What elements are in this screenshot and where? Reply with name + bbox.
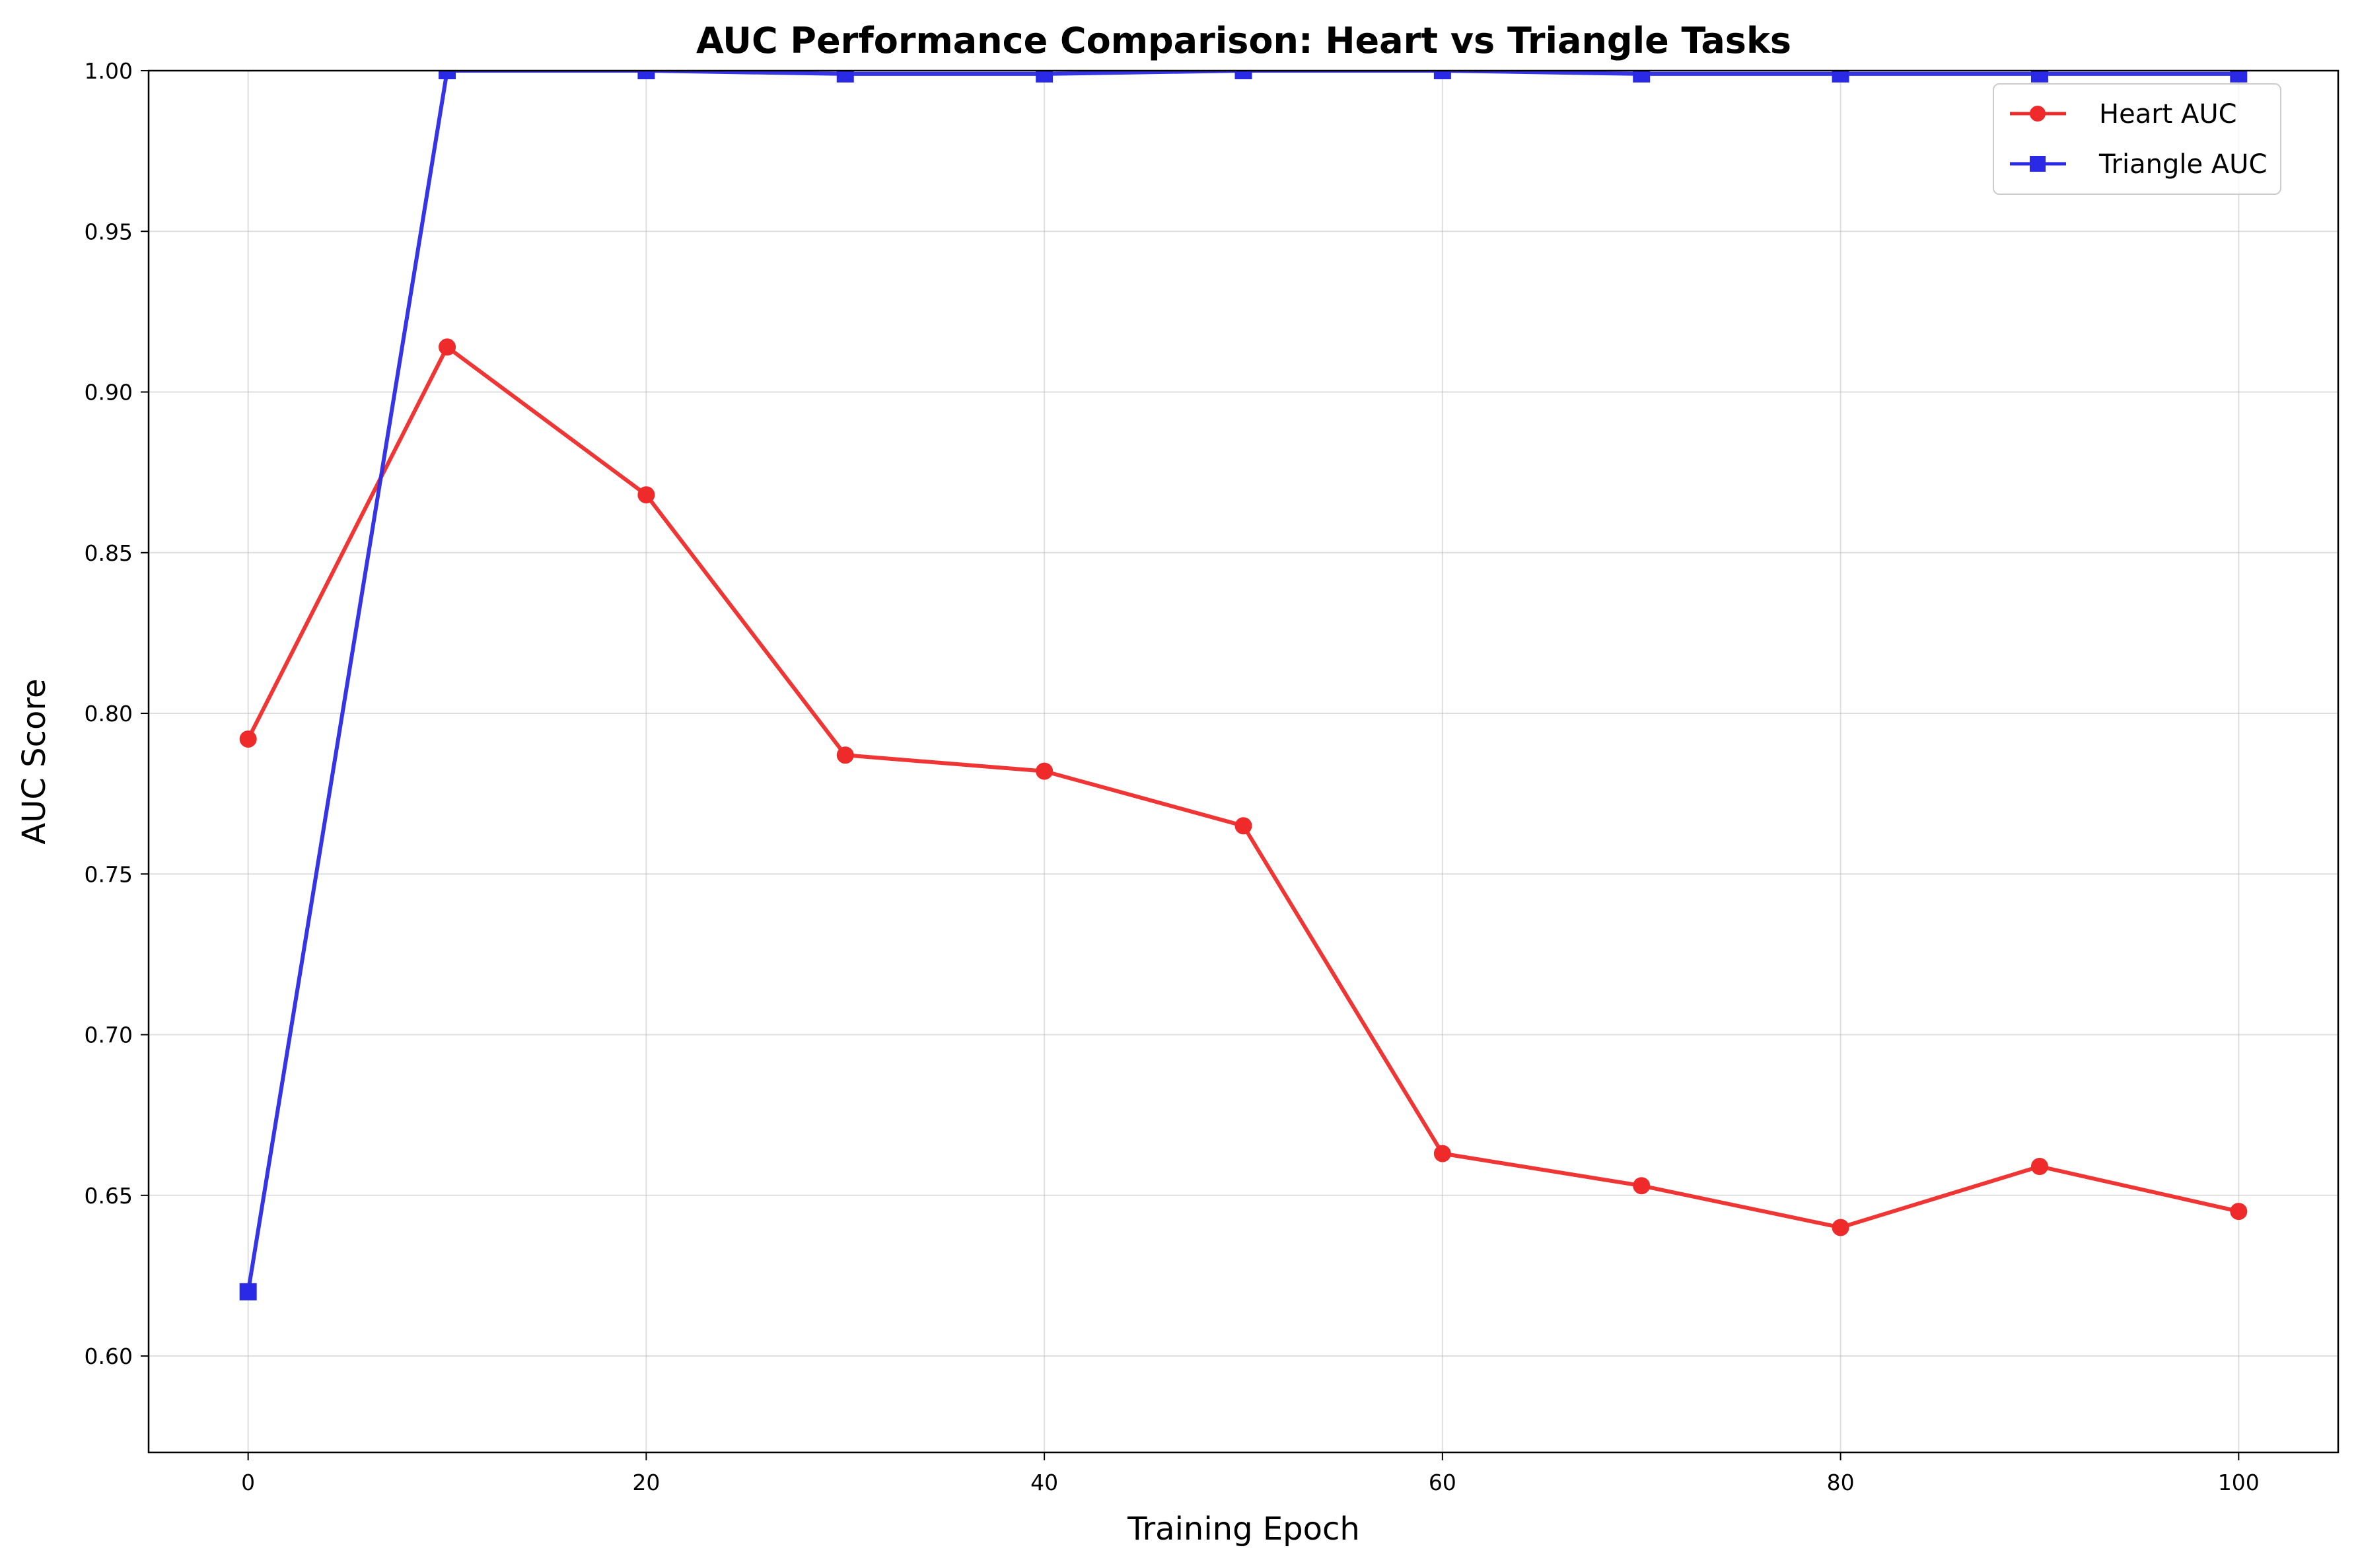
axis-ticks: 0 20 40 60 80 100 0.60 0.65 0.70 0.75 0.80 0.85 0.90… (85, 58, 2260, 1495)
x-tick-label: 100 (2218, 1470, 2260, 1495)
data-point-heart-auc (1433, 1145, 1451, 1162)
x-tick-label: 40 (1030, 1470, 1058, 1495)
data-point-triangle-auc (1433, 71, 1451, 79)
data-point-triangle-auc (1036, 71, 1054, 83)
data-point-triangle-auc (2230, 71, 2248, 83)
data-point-heart-auc (2230, 1203, 2248, 1221)
plot-frame (147, 69, 2340, 1454)
data-point-triangle-auc (1633, 71, 1651, 83)
y-tick-label: 1.00 (85, 58, 133, 84)
data-point-heart-auc (439, 338, 456, 356)
data-point-triangle-auc (836, 71, 854, 83)
y-axis-label: AUC Score (16, 678, 53, 844)
legend-frame (1993, 83, 2281, 195)
data-point-triangle-auc (439, 71, 456, 79)
x-tick-label: 20 (632, 1470, 660, 1495)
legend-marker-triangle (2030, 156, 2046, 172)
x-tick-label: 60 (1429, 1470, 1456, 1495)
data-point-heart-auc (637, 486, 655, 504)
y-tick-label: 0.60 (85, 1343, 133, 1369)
data-point-heart-auc (239, 730, 257, 748)
data-point-triangle-auc (637, 71, 655, 79)
x-tick-label: 80 (1827, 1470, 1855, 1495)
data-point-heart-auc (1234, 817, 1252, 835)
series-layer (239, 71, 2248, 1301)
data-point-triangle-auc (1234, 71, 1252, 79)
data-point-triangle-auc (239, 1283, 257, 1301)
data-point-heart-auc (2030, 1158, 2048, 1176)
y-tick-label: 0.80 (85, 701, 133, 727)
data-point-heart-auc (1036, 762, 1054, 780)
legend-marker-heart (2030, 106, 2046, 122)
y-tick-label: 0.65 (85, 1183, 133, 1209)
data-point-heart-auc (1633, 1177, 1651, 1195)
legend: Heart AUC Triangle AUC (1993, 83, 2281, 195)
legend-label-triangle: Triangle AUC (2098, 149, 2267, 180)
y-tick-label: 0.90 (85, 380, 133, 406)
chart-title: AUC Performance Comparison: Heart vs Tri… (696, 20, 1791, 61)
series-line-triangle-auc (246, 71, 2239, 1293)
y-tick-label: 0.70 (85, 1022, 133, 1048)
data-point-triangle-auc (2030, 71, 2048, 83)
data-point-triangle-auc (1832, 71, 1849, 83)
data-point-heart-auc (836, 746, 854, 764)
grid (149, 70, 2338, 1452)
x-tick-label: 0 (241, 1470, 255, 1495)
data-point-heart-auc (1832, 1219, 1849, 1236)
legend-label-heart: Heart AUC (2099, 99, 2237, 129)
y-tick-label: 0.95 (85, 219, 133, 244)
x-axis-label: Training Epoch (1127, 1511, 1360, 1548)
y-tick-label: 0.85 (85, 540, 133, 566)
y-tick-label: 0.75 (85, 861, 133, 887)
